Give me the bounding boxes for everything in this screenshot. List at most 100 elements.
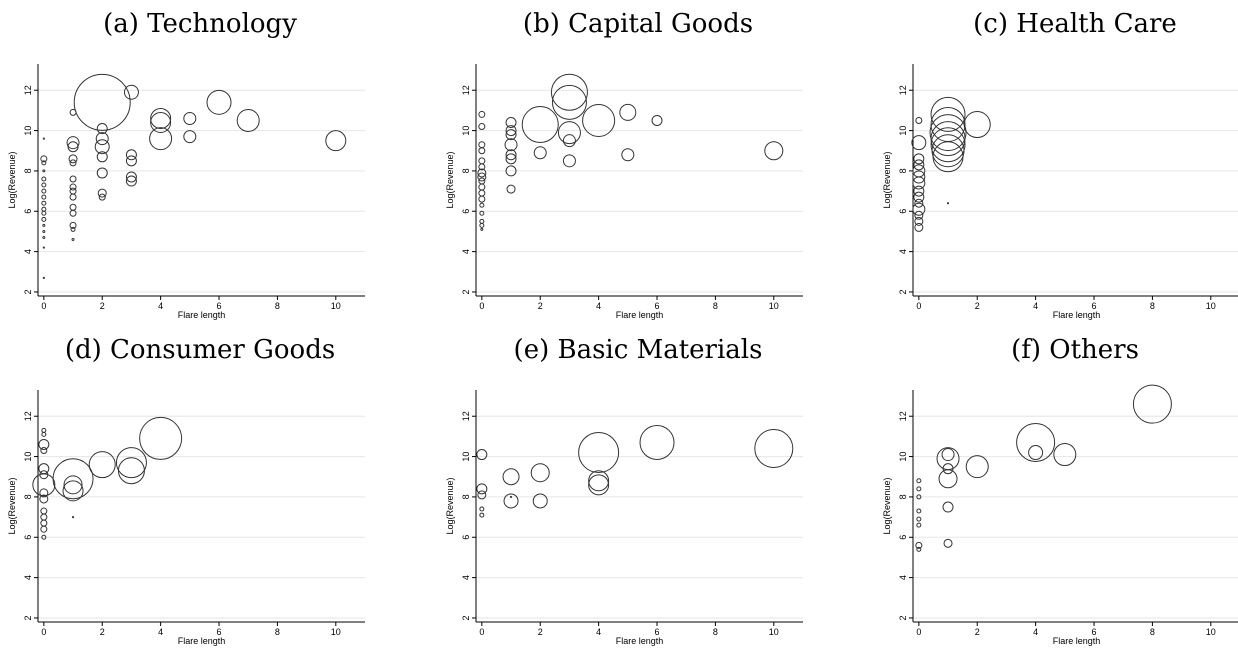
x-tick-label: 10 xyxy=(331,301,341,311)
data-point xyxy=(118,458,144,484)
data-point xyxy=(589,475,609,495)
data-point xyxy=(505,139,517,151)
x-tick-label: 8 xyxy=(275,301,280,311)
x-tick-label: 0 xyxy=(479,301,484,311)
data-point xyxy=(479,148,485,154)
y-tick-label: 6 xyxy=(461,209,471,214)
x-tick-label: 0 xyxy=(916,301,921,311)
data-point xyxy=(503,469,519,485)
data-point xyxy=(480,223,484,227)
data-point xyxy=(42,207,46,211)
x-tick-label: 2 xyxy=(100,627,105,637)
data-point xyxy=(43,247,44,248)
data-point xyxy=(42,201,46,205)
y-tick-label: 2 xyxy=(898,289,908,294)
data-point xyxy=(40,471,48,479)
data-point xyxy=(966,456,988,478)
data-point xyxy=(42,189,46,193)
panel-title: (e) Basic Materials xyxy=(514,335,763,365)
x-tick-label: 10 xyxy=(1206,627,1216,637)
y-tick-label: 4 xyxy=(461,575,471,580)
data-point xyxy=(943,502,953,512)
y-tick-label: 8 xyxy=(461,494,471,499)
data-point xyxy=(43,277,44,278)
data-point xyxy=(68,142,78,152)
data-point xyxy=(947,203,948,204)
data-point xyxy=(89,452,115,478)
data-point xyxy=(479,111,485,117)
data-point xyxy=(913,203,925,215)
y-tick-label: 2 xyxy=(898,615,908,620)
y-tick-label: 6 xyxy=(23,535,33,540)
data-point xyxy=(42,183,46,187)
data-point xyxy=(70,188,76,194)
data-point xyxy=(640,425,674,459)
data-point xyxy=(944,539,952,547)
data-point xyxy=(481,228,483,230)
x-axis-label: Flare length xyxy=(1053,310,1101,320)
x-tick-label: 10 xyxy=(769,301,779,311)
data-point xyxy=(70,176,76,182)
x-axis-label: Flare length xyxy=(1053,636,1101,646)
y-tick-label: 10 xyxy=(898,126,908,136)
x-tick-label: 4 xyxy=(596,627,601,637)
x-tick-label: 2 xyxy=(975,301,980,311)
data-point xyxy=(43,224,45,226)
data-point xyxy=(931,108,965,142)
data-point xyxy=(939,470,957,488)
y-tick-label: 4 xyxy=(898,249,908,254)
y-tick-label: 8 xyxy=(898,168,908,173)
y-tick-label: 8 xyxy=(461,168,471,173)
y-axis-label: Log(Revenue) xyxy=(7,477,17,534)
y-axis-label: Log(Revenue) xyxy=(882,151,892,208)
panel-title: (a) Technology xyxy=(103,9,297,39)
data-point xyxy=(42,428,46,432)
y-axis-label: Log(Revenue) xyxy=(7,151,17,208)
panel-title: (c) Health Care xyxy=(973,9,1177,39)
x-tick-label: 0 xyxy=(479,627,484,637)
data-point xyxy=(42,195,46,199)
data-point xyxy=(480,513,484,517)
y-tick-label: 12 xyxy=(23,411,33,421)
panel-6: (f) Others246810120 2 4 6 8 10Flare lengthLog… xyxy=(882,335,1238,646)
x-axis-label: Flare length xyxy=(616,310,664,320)
data-point xyxy=(589,471,609,491)
panel-1: (a) Technology 2 4 6 8 10 12 0 2 4 6 8 10 Flare lengt… xyxy=(7,9,365,320)
x-axis-label: Flare length xyxy=(178,636,226,646)
panel-title: (b) Capital Goods xyxy=(523,9,753,39)
x-tick-label: 0 xyxy=(916,627,921,637)
data-point xyxy=(97,168,107,178)
y-axis-label: Log(Revenue) xyxy=(882,477,892,534)
data-point xyxy=(917,509,921,513)
data-point xyxy=(765,142,783,160)
data-point xyxy=(916,117,922,123)
x-tick-label: 10 xyxy=(331,627,341,637)
x-tick-label: 0 xyxy=(41,301,46,311)
x-tick-label: 8 xyxy=(275,627,280,637)
data-point xyxy=(917,523,921,527)
data-point xyxy=(42,217,46,221)
x-tick-label: 8 xyxy=(713,627,718,637)
data-point xyxy=(70,204,76,210)
data-point xyxy=(933,142,963,172)
data-point xyxy=(1029,446,1043,460)
data-point xyxy=(207,90,231,114)
data-point xyxy=(931,128,965,162)
data-point xyxy=(563,135,575,147)
data-point xyxy=(622,149,634,161)
data-point xyxy=(70,194,76,200)
data-point xyxy=(237,109,259,131)
x-tick-label: 8 xyxy=(1150,627,1155,637)
x-tick-label: 4 xyxy=(1033,627,1038,637)
x-axis-label: Flare length xyxy=(178,310,226,320)
data-point xyxy=(652,115,662,125)
x-tick-label: 2 xyxy=(538,301,543,311)
data-point xyxy=(41,520,47,526)
x-tick-label: 4 xyxy=(1033,301,1038,311)
y-tick-label: 2 xyxy=(461,615,471,620)
x-tick-label: 4 xyxy=(596,301,601,311)
data-point xyxy=(41,514,47,520)
data-point xyxy=(914,154,924,164)
y-tick-label: 8 xyxy=(23,168,33,173)
data-point xyxy=(151,108,171,128)
